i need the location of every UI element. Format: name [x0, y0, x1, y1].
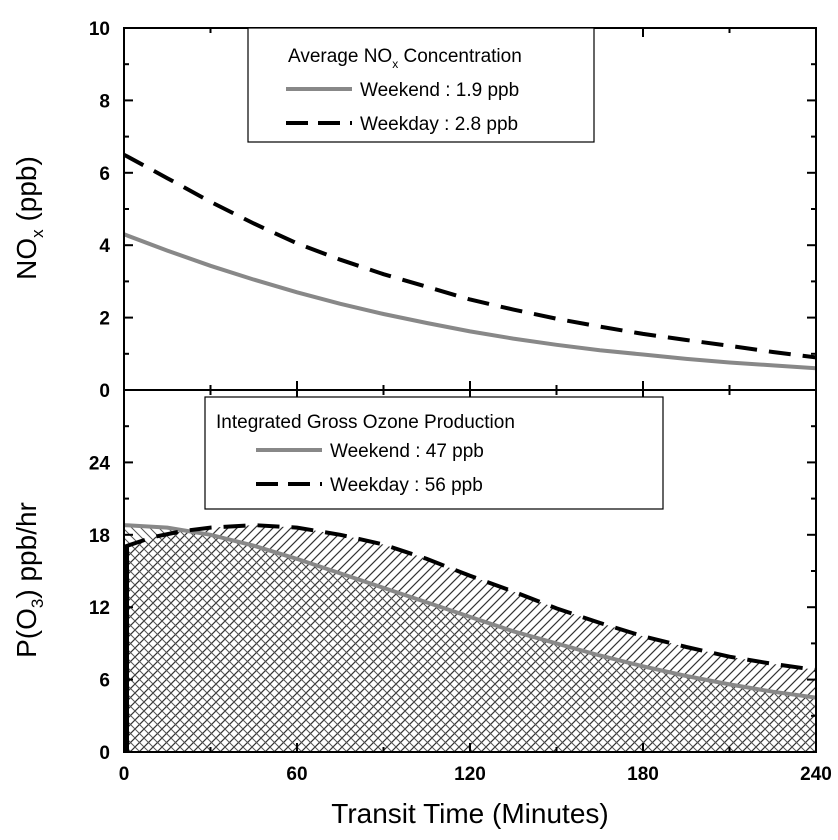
top-ytick-label: 2 [99, 309, 110, 330]
bottom-legend: Integrated Gross Ozone Production Weeken… [204, 396, 664, 510]
top-legend-weekday-label: Weekday : 2.8 ppb [360, 114, 518, 135]
nox-line-weekend [124, 232, 816, 371]
bottom-ytick-label: 18 [89, 526, 110, 547]
ozone-lines [124, 523, 816, 752]
ozone-line-weekend [124, 523, 816, 700]
top-ytick-label: 4 [99, 236, 110, 257]
bottom-legend-weekday-label: Weekday : 56 ppb [330, 475, 483, 496]
bottom-legend-title: Integrated Gross Ozone Production [216, 412, 515, 433]
nox-line-weekday [124, 152, 816, 360]
bottom-ytick-label: 0 [99, 743, 110, 764]
xtick-label: 60 [286, 764, 307, 785]
area-weekend [124, 525, 816, 752]
bottom-y-axis-title: P(O3) ppb/hr [11, 502, 47, 658]
top-ytick-label: 10 [89, 19, 110, 40]
ozone-production-area [124, 525, 816, 752]
x-axis-title: Transit Time (Minutes) [331, 798, 608, 829]
top-legend-title: Average NOx Concentration [288, 46, 522, 71]
xtick-label: 120 [454, 764, 486, 785]
nox-lines [124, 152, 816, 371]
ozone-line-weekday [124, 523, 816, 672]
bottom-ytick-label: 12 [89, 598, 110, 619]
xtick-label: 0 [119, 764, 130, 785]
top-legend: Average NOx Concentration Weekend : 1.9 … [247, 27, 595, 143]
top-ytick-label: 6 [99, 164, 110, 185]
top-ytick-label: 8 [99, 91, 110, 112]
bottom-ytick-label: 24 [89, 453, 111, 474]
top-legend-weekend-label: Weekend : 1.9 ppb [360, 80, 519, 101]
xtick-label: 240 [800, 764, 832, 785]
top-y-axis-title: NOx (ppb) [11, 156, 47, 280]
xtick-label: 180 [627, 764, 659, 785]
top-ytick-label: 0 [99, 381, 110, 402]
bottom-legend-weekend-label: Weekend : 47 ppb [330, 441, 484, 462]
bottom-ytick-label: 6 [99, 671, 110, 692]
